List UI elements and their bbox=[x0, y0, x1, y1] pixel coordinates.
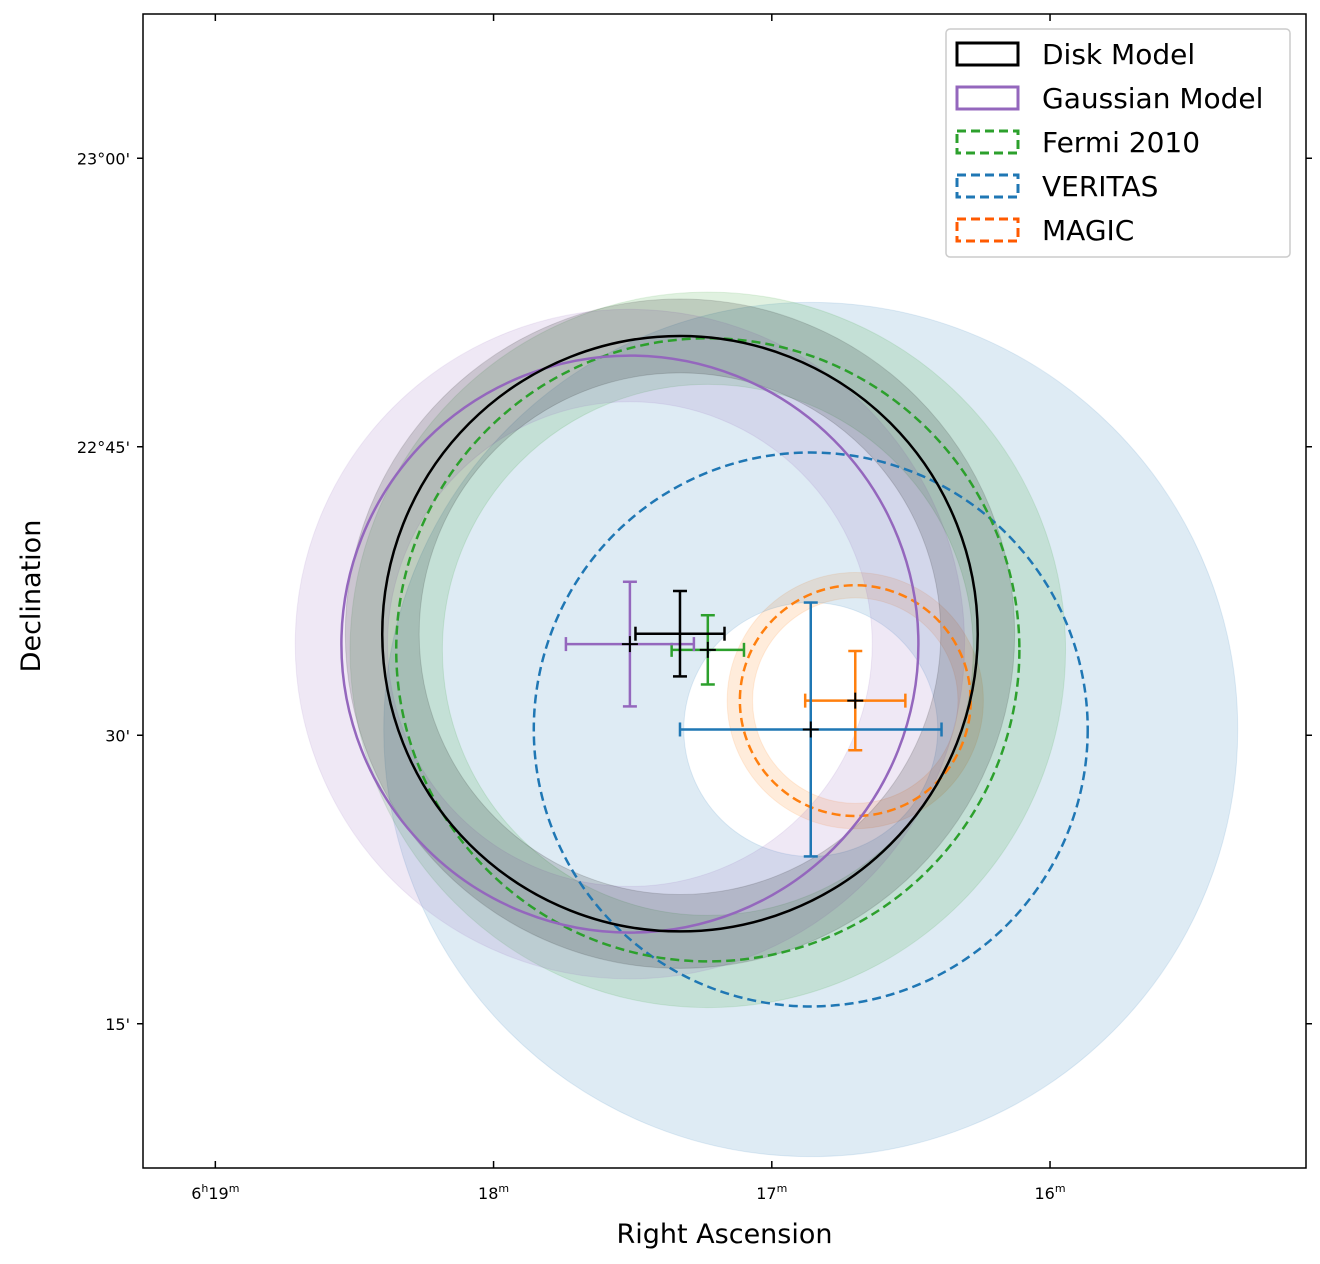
fermi-2010-position bbox=[670, 613, 746, 686]
x-tick-label: 6h19m bbox=[191, 1182, 239, 1203]
legend-label: VERITAS bbox=[1042, 170, 1158, 203]
legend-item-magic: MAGIC bbox=[955, 214, 1134, 247]
x-tick-label-minutes: 16 bbox=[1034, 1184, 1054, 1203]
magic-position bbox=[803, 649, 907, 752]
x-tick-label-minutes-unit: m bbox=[498, 1182, 509, 1195]
gaussian-model-radius-band bbox=[294, 309, 966, 980]
x-tick-label-minutes-unit: m bbox=[777, 1182, 788, 1195]
x-tick-label: 18m bbox=[478, 1182, 509, 1203]
y-axis-title: Declination bbox=[16, 520, 47, 673]
y-tick-label: 23°00' bbox=[77, 149, 130, 168]
x-axis-title: Right Ascension bbox=[617, 1219, 833, 1250]
y-tick-label: 22°45' bbox=[77, 438, 130, 457]
legend-item-disk-model: Disk Model bbox=[955, 38, 1195, 71]
y-tick-label: 15' bbox=[105, 1015, 130, 1034]
legend-item-veritas: VERITAS bbox=[955, 170, 1158, 203]
legend-label: MAGIC bbox=[1042, 214, 1134, 247]
legend-label: Gaussian Model bbox=[1042, 82, 1263, 115]
y-tick-label: 30' bbox=[105, 726, 130, 745]
magic-radius-band bbox=[726, 572, 984, 830]
x-tick-label-minutes: 19 bbox=[208, 1184, 228, 1203]
legend-item-gaussian-model: Gaussian Model bbox=[955, 82, 1263, 115]
disk-model-position bbox=[634, 589, 726, 678]
veritas-extension-circle bbox=[532, 451, 1089, 1008]
x-tick-label-hours: 6 bbox=[191, 1184, 201, 1203]
disk-model-extension-circle bbox=[381, 334, 979, 933]
legend-item-fermi-2010: Fermi 2010 bbox=[955, 126, 1200, 159]
x-tick-label-minutes-unit: m bbox=[1055, 1182, 1066, 1195]
fermi-2010-radius-band bbox=[349, 291, 1067, 1009]
veritas-position bbox=[678, 601, 943, 858]
x-tick-label-hours-unit: h bbox=[201, 1182, 208, 1195]
legend-swatch bbox=[955, 41, 1020, 67]
legend-label: Disk Model bbox=[1042, 38, 1195, 71]
fermi-2010-extension-circle bbox=[394, 337, 1021, 963]
x-tick-label-minutes-unit: m bbox=[229, 1182, 240, 1195]
x-tick-label-minutes: 18 bbox=[478, 1184, 498, 1203]
legend: Disk Model Gaussian Model Fermi 2010 VERITA… bbox=[945, 28, 1291, 258]
legend-swatch bbox=[955, 217, 1020, 243]
legend-swatch bbox=[955, 129, 1020, 155]
x-tick-label: 17m bbox=[756, 1182, 787, 1203]
legend-swatch bbox=[955, 85, 1020, 111]
plot-marks bbox=[294, 291, 1239, 1158]
legend-frame bbox=[945, 28, 1291, 258]
legend-label: Fermi 2010 bbox=[1042, 126, 1200, 159]
legend-swatch bbox=[955, 173, 1020, 199]
plot-frame bbox=[142, 13, 1307, 1169]
gaussian-model-extension-circle bbox=[340, 354, 920, 934]
x-tick-label-minutes: 17 bbox=[756, 1184, 776, 1203]
x-tick-label: 16m bbox=[1034, 1182, 1065, 1203]
gaussian-model-position bbox=[564, 580, 696, 708]
